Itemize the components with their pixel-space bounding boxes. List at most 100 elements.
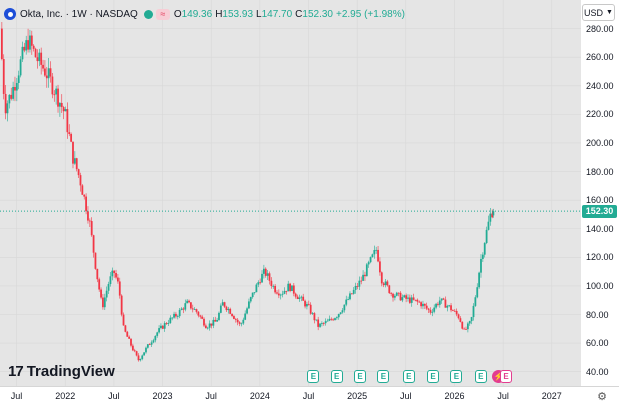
price-tick-label: 220.00: [586, 109, 614, 120]
candle-body: [444, 299, 447, 308]
candle-body: [188, 300, 190, 303]
candle-body: [64, 109, 67, 112]
candle-body: [111, 270, 114, 277]
candle-body: [466, 323, 469, 330]
currency-dropdown[interactable]: USD ▼: [582, 4, 615, 21]
currency-label: USD: [584, 7, 604, 18]
candle: [128, 335, 131, 339]
candle-body: [364, 274, 366, 277]
candle: [442, 297, 445, 301]
candle-body: [369, 257, 372, 263]
earnings-event-icon[interactable]: E: [450, 370, 463, 383]
candle: [332, 318, 335, 321]
candle: [103, 293, 106, 310]
candle: [289, 282, 291, 293]
settings-gear-icon[interactable]: ⚙: [597, 390, 607, 403]
candle-body: [178, 309, 181, 317]
candle-body: [470, 317, 473, 322]
candle-body: [438, 300, 441, 305]
price-tick-label: 60.00: [586, 338, 609, 349]
earnings-event-icon[interactable]: E: [427, 370, 440, 383]
candle: [468, 320, 471, 326]
candle-body: [176, 316, 179, 317]
candle: [466, 321, 469, 333]
candle-body: [478, 272, 481, 288]
candle: [343, 304, 346, 313]
candle-body: [60, 102, 63, 108]
tradingview-logo[interactable]: 17 TradingView: [8, 363, 115, 380]
candle-body: [146, 344, 149, 348]
price-scale[interactable]: [581, 0, 619, 386]
candle: [416, 298, 419, 306]
candle-body: [100, 289, 102, 298]
candle: [10, 87, 13, 101]
candle: [34, 47, 37, 58]
candle: [253, 292, 256, 295]
candle: [392, 292, 394, 302]
candle-body: [208, 323, 211, 328]
candle-body: [324, 321, 327, 324]
candle: [408, 294, 411, 305]
earnings-event-icon[interactable]: E: [330, 370, 343, 383]
candle-body: [62, 107, 65, 112]
candle-body: [249, 297, 252, 302]
candle: [266, 270, 269, 280]
candle: [397, 292, 400, 297]
candle-body: [302, 296, 305, 301]
earnings-event-icon[interactable]: E: [474, 370, 487, 383]
candle-body: [0, 28, 3, 60]
candle-body: [452, 310, 454, 312]
candle-body: [38, 52, 41, 62]
candle: [100, 287, 102, 300]
candle-body: [287, 283, 290, 292]
time-scale[interactable]: [0, 386, 619, 407]
candle: [160, 323, 162, 330]
candle-body: [264, 268, 267, 276]
candle: [73, 151, 76, 165]
candle-body: [70, 134, 73, 142]
candle: [229, 307, 232, 315]
candle-body: [19, 59, 22, 76]
candle: [285, 290, 288, 295]
candle: [12, 81, 15, 101]
candle-body: [34, 48, 37, 58]
candle: [29, 29, 31, 53]
candle-body: [401, 297, 404, 301]
candle: [377, 245, 379, 263]
candle: [375, 246, 378, 254]
candle-body: [212, 319, 215, 326]
high-value: 153.93: [222, 8, 254, 20]
symbol-title[interactable]: Okta, Inc. · 1W · NASDAQ: [20, 8, 138, 20]
candle: [259, 278, 262, 285]
candle: [141, 354, 144, 361]
candle: [418, 300, 421, 303]
candle-body: [358, 280, 361, 287]
candle-body: [337, 314, 340, 318]
earnings-event-icon[interactable]: E: [354, 370, 367, 383]
candle-body: [152, 340, 155, 343]
open-value: 149.36: [181, 8, 213, 20]
candle-body: [296, 296, 299, 299]
upcoming-earnings-icon[interactable]: E: [500, 370, 513, 383]
candle-body: [472, 305, 475, 318]
price-tick-label: 40.00: [586, 366, 609, 377]
candle: [79, 172, 82, 192]
chart-area[interactable]: [0, 0, 581, 386]
candle: [287, 280, 290, 292]
candle-body: [354, 285, 357, 290]
candle-body: [341, 310, 344, 313]
earnings-event-icon[interactable]: E: [307, 370, 320, 383]
candle-body: [332, 319, 335, 321]
candle-body: [375, 249, 378, 251]
candle-body: [379, 261, 381, 273]
earnings-event-icon[interactable]: E: [377, 370, 390, 383]
compare-wave-icon[interactable]: ≈: [155, 8, 170, 20]
earnings-event-icon[interactable]: E: [402, 370, 415, 383]
candle: [21, 41, 24, 63]
candle: [146, 343, 149, 349]
market-status-icon[interactable]: [143, 9, 153, 19]
chevron-down-icon: ▼: [606, 9, 613, 16]
candle: [139, 358, 142, 362]
candle: [45, 66, 48, 88]
